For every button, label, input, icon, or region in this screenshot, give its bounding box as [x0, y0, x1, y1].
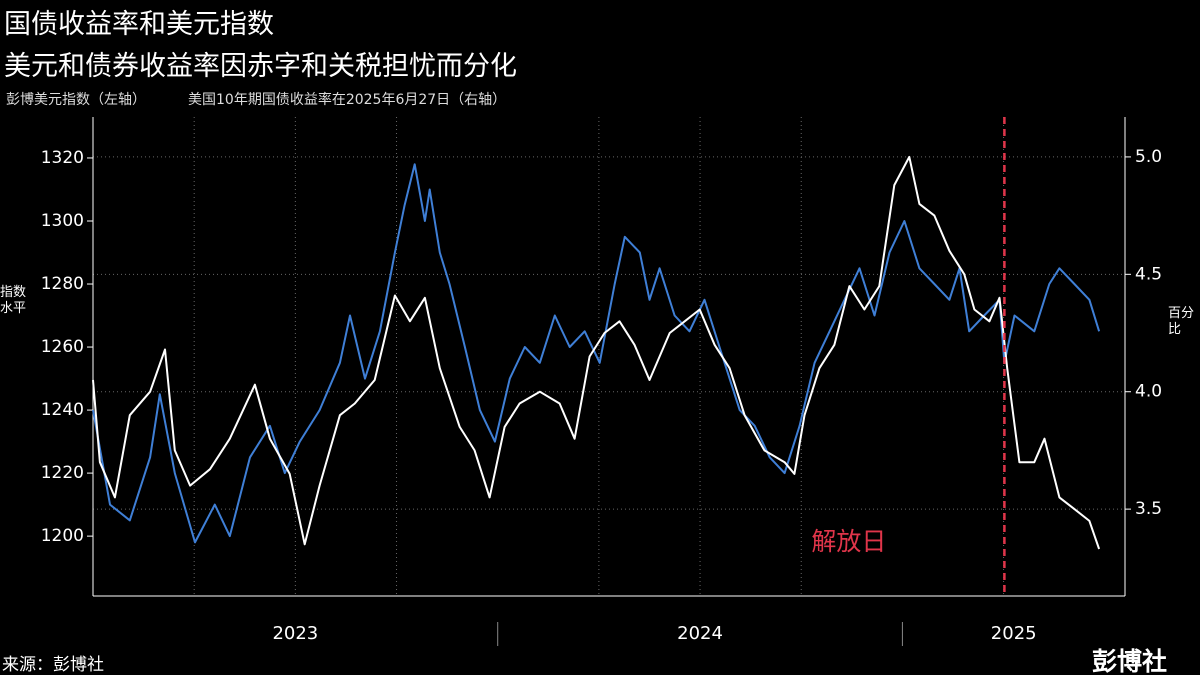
y-tick-label: 1240: [41, 400, 84, 420]
y2-tick-label: 4.0: [1135, 382, 1162, 402]
y-tick-label: 1280: [41, 274, 84, 294]
x-tick-label: 2025: [991, 623, 1037, 644]
legend-1: 美国10年期国债收益率在2025年6月27日（右轴）: [188, 92, 507, 108]
annotation-label: 解放日: [811, 527, 886, 556]
y-tick-label: 1220: [41, 463, 84, 483]
line-series: [92, 155, 1101, 550]
y2-tick-label: 4.5: [1135, 264, 1162, 284]
line-series: [92, 163, 1101, 544]
y2-tick-label: 5.0: [1135, 147, 1162, 167]
source: 来源：彭博社: [2, 655, 104, 675]
y-axis-label: 指数水平: [0, 285, 27, 316]
title: 国债收益率和美元指数: [4, 9, 274, 40]
subtitle: 美元和债券收益率因赤字和关税担忧而分化: [4, 51, 517, 82]
y2-tick-label: 3.5: [1135, 499, 1162, 519]
logo: 彭博社: [1092, 647, 1168, 675]
y-tick-label: 1200: [41, 526, 84, 546]
x-tick-label: 2024: [677, 623, 723, 644]
y-tick-label: 1260: [41, 337, 84, 357]
x-tick-label: 2023: [272, 623, 318, 644]
y-tick-label: 1300: [41, 211, 84, 231]
y-tick-label: 1320: [41, 148, 84, 168]
legend-0: 彭博美元指数（左轴）: [6, 92, 146, 108]
y2-axis-label: 百分比: [1168, 306, 1195, 337]
